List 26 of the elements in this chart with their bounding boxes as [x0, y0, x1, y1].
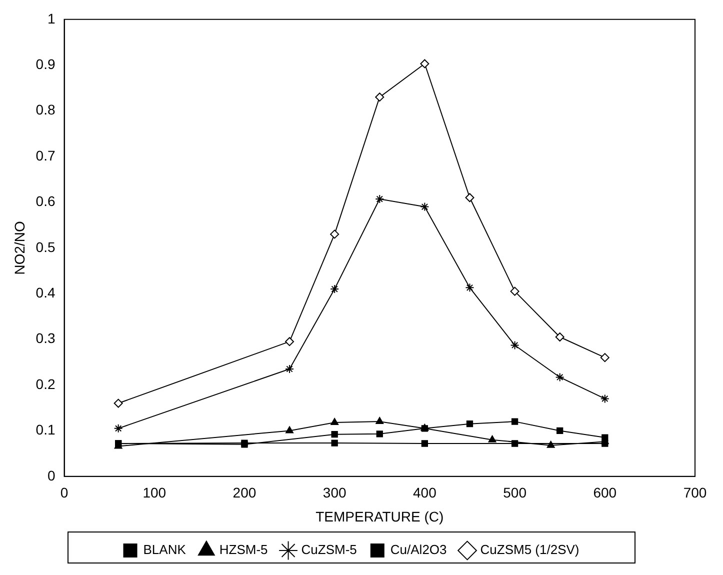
x-tick-label: 500 — [503, 484, 527, 501]
legend-label: Cu/Al2O3 — [390, 542, 447, 558]
x-axis-title: TEMPERATURE (C) — [316, 508, 444, 524]
y-axis-title: NO2/NO — [11, 220, 28, 275]
x-tick-label: 400 — [413, 484, 437, 501]
y-tick-label: 0.2 — [36, 376, 56, 392]
y-tick-label: 0.5 — [36, 238, 56, 255]
y-tick-label: 0.1 — [36, 422, 56, 438]
y-tick-label: 0.9 — [36, 56, 56, 72]
y-tick-label: 0.8 — [36, 102, 56, 118]
legend-label: CuZSM-5 — [301, 542, 357, 558]
y-tick-label: 0.4 — [36, 284, 56, 300]
x-tick-label: 700 — [683, 484, 707, 501]
legend-label: BLANK — [143, 542, 186, 558]
x-tick-label: 600 — [593, 484, 617, 501]
x-tick-label: 300 — [322, 484, 346, 501]
y-tick-label: 0.7 — [36, 147, 56, 164]
legend-label: CuZSM5 (1/2SV) — [480, 542, 580, 558]
y-tick-label: 0.6 — [36, 193, 56, 210]
y-tick-label: 0 — [47, 467, 56, 484]
y-tick-label: 1 — [47, 10, 56, 26]
x-tick-label: 100 — [142, 484, 166, 501]
x-tick-label: 0 — [60, 484, 68, 501]
x-tick-label: 200 — [232, 484, 256, 501]
legend-label: HZSM-5 — [219, 542, 268, 558]
y-tick-label: 0.3 — [36, 330, 56, 346]
